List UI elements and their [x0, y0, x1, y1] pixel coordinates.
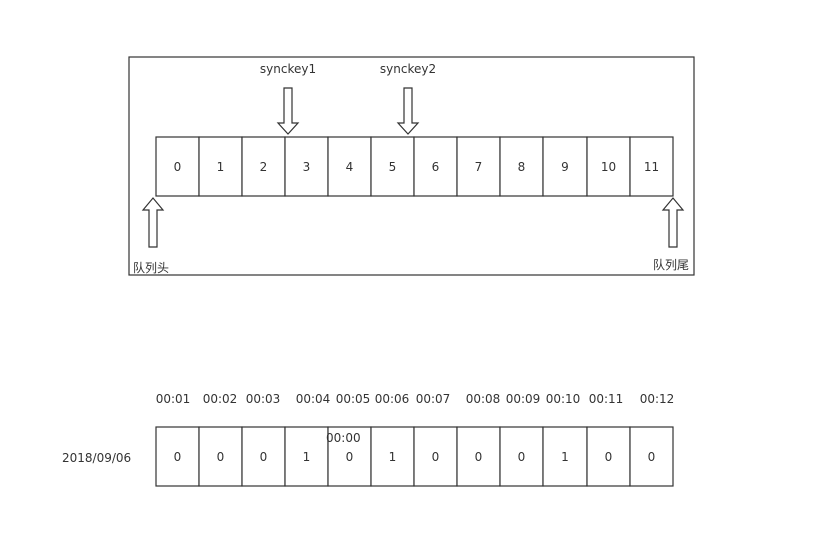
- synckey-label: synckey1: [260, 62, 316, 76]
- queue-cell: [155, 136, 200, 197]
- timeline-bit-cell: [370, 426, 415, 487]
- timeline-bit-cell: [155, 426, 200, 487]
- queue-cell: [327, 136, 372, 197]
- timeline-bit-cell-label: 0: [518, 450, 526, 464]
- timeline-times: 00:01 00:02 00:03 00:04 00:05 00:06 00:07 00:08…: [156, 392, 675, 406]
- timeline-bit-cell: [284, 426, 329, 487]
- queue-cell-label: 5: [389, 160, 397, 174]
- timeline-bit-cell: [542, 426, 588, 487]
- timeline-bit-cell: [198, 426, 243, 487]
- timeline-bit-cell: [327, 426, 372, 487]
- timeline-time-label: 00:05: [336, 392, 371, 406]
- timeline-bit-cell-label: 0: [260, 450, 268, 464]
- synckey-arrow: [276, 87, 300, 135]
- queue-cell: [542, 136, 588, 197]
- timeline-bit-cell: [241, 426, 286, 487]
- timeline-time-label: 00:04: [296, 392, 331, 406]
- timeline-bit-cell: [629, 426, 674, 487]
- timeline-bit-cell-label: 0: [174, 450, 182, 464]
- synckey-label: synckey2: [380, 62, 436, 76]
- timeline-bit-cell-label: 1: [303, 450, 311, 464]
- queue-cell-label: 10: [601, 160, 616, 174]
- queue-cell: [586, 136, 631, 197]
- queue-head-label: 队列头: [133, 260, 169, 275]
- timeline-date-label: 2018/09/06: [62, 451, 131, 465]
- timeline-bit-cell: [586, 426, 631, 487]
- timeline-overlay-label: 00:00: [326, 431, 361, 445]
- queue-cell: [456, 136, 501, 197]
- timeline-time-label: 00:03: [246, 392, 281, 406]
- synckey-arrow: [396, 87, 420, 135]
- queue-cell-label: 9: [561, 160, 569, 174]
- queue-cell-label: 3: [303, 160, 311, 174]
- timeline-bit-cell: [413, 426, 458, 487]
- queue-cell: [413, 136, 458, 197]
- timeline-time-label: 00:11: [589, 392, 624, 406]
- timeline-time-label: 00:06: [375, 392, 410, 406]
- queue-cell: [198, 136, 243, 197]
- timeline-bit-cell-label: 0: [648, 450, 656, 464]
- timeline-time-label: 00:01: [156, 392, 191, 406]
- queue-frame: [128, 56, 695, 276]
- queue-head-arrow: [141, 197, 165, 248]
- queue-cell-label: 2: [260, 160, 268, 174]
- queue-cell: [284, 136, 329, 197]
- timeline-time-label: 00:09: [506, 392, 541, 406]
- timeline-cells: 0 0 0 1 0 1 0 0 0 1 0 0: [155, 426, 674, 487]
- queue-cell: [370, 136, 415, 197]
- timeline-time-label: 00:12: [640, 392, 675, 406]
- timeline-bit-cell-label: 0: [346, 450, 354, 464]
- timeline-bit-cell-label: 0: [475, 450, 483, 464]
- queue-cell-label: 8: [518, 160, 526, 174]
- queue-cell-label: 1: [217, 160, 225, 174]
- queue-cells: 0 1 2 3 4 5 6 7 8 9 10 11: [155, 136, 674, 197]
- timeline-bit-cell-label: 0: [217, 450, 225, 464]
- queue-cell-label: 4: [346, 160, 354, 174]
- queue-cell-label: 11: [644, 160, 659, 174]
- timeline-bit-cell: [456, 426, 501, 487]
- timeline-bit-cell-label: 0: [605, 450, 613, 464]
- timeline-bit-cell-label: 1: [561, 450, 569, 464]
- queue-cell: [629, 136, 674, 197]
- timeline-time-label: 00:07: [416, 392, 451, 406]
- timeline-bit-cell-label: 1: [389, 450, 397, 464]
- queue-tail-label: 队列尾: [653, 257, 689, 272]
- queue-cell-label: 0: [174, 160, 182, 174]
- timeline-time-label: 00:08: [466, 392, 501, 406]
- queue-tail-arrow: [661, 197, 685, 248]
- queue-cell: [499, 136, 544, 197]
- timeline-time-label: 00:02: [203, 392, 238, 406]
- timeline-bit-cell-label: 0: [432, 450, 440, 464]
- queue-cell-label: 6: [432, 160, 440, 174]
- queue-cell-label: 7: [475, 160, 483, 174]
- timeline-time-label: 00:10: [546, 392, 581, 406]
- synckey-pointers: synckey1 synckey2: [260, 62, 436, 135]
- timeline-bit-cell: [499, 426, 544, 487]
